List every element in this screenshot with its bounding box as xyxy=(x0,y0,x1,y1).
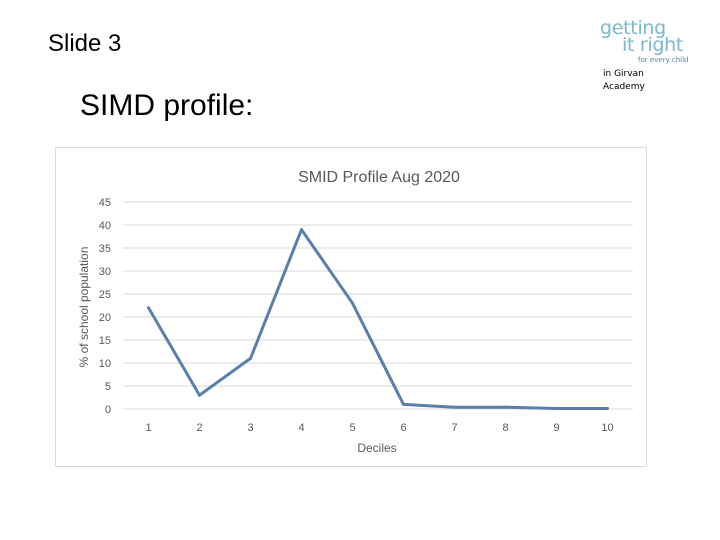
y-tick-label: 35 xyxy=(99,243,111,255)
y-tick-label: 20 xyxy=(99,312,111,324)
logo-text-line1: getting xyxy=(600,17,666,39)
y-tick-label: 45 xyxy=(99,197,111,209)
y-tick-label: 15 xyxy=(99,335,111,347)
data-point xyxy=(504,405,507,409)
slide-number-label: Slide 3 xyxy=(48,30,122,57)
data-point xyxy=(453,405,456,409)
y-tick-label: 30 xyxy=(99,266,111,278)
logo-text-line2: it right xyxy=(622,34,684,56)
logo-text-line3: for every child xyxy=(638,56,689,64)
chart-container: 0 5 10 15 20 25 30 35 40 45 1 2 3 4 5 6 7 8 9 10 SMID Prof… xyxy=(55,147,647,467)
x-axis-title: Deciles xyxy=(357,441,396,455)
slide-title: SIMD profile: xyxy=(80,89,254,122)
y-tick-label: 0 xyxy=(105,404,111,416)
x-tick-label: 5 xyxy=(349,422,355,434)
data-point xyxy=(402,402,405,406)
data-point xyxy=(555,407,558,411)
x-tick-label: 3 xyxy=(247,422,253,434)
y-tick-label: 25 xyxy=(99,289,111,301)
x-tick-label: 8 xyxy=(502,422,508,434)
x-tick-label: 1 xyxy=(145,422,151,434)
gridlines xyxy=(123,201,633,410)
data-point xyxy=(300,228,303,232)
x-tick-label: 4 xyxy=(298,422,304,434)
school-name-line2: Academy xyxy=(603,82,645,92)
x-tick-label: 2 xyxy=(196,422,202,434)
series-line xyxy=(147,228,609,410)
y-axis-title: % of school population xyxy=(77,247,91,368)
data-point xyxy=(351,301,354,305)
y-tick-label: 40 xyxy=(99,220,111,232)
series-line-group xyxy=(147,228,609,411)
x-tick-label: 6 xyxy=(400,422,406,434)
data-point xyxy=(606,407,609,411)
school-name-caption: in Girvan Academy xyxy=(603,68,683,94)
y-axis-ticks: 0 5 10 15 20 25 30 35 40 45 xyxy=(99,197,111,416)
chart-title: SMID Profile Aug 2020 xyxy=(298,169,460,186)
x-tick-label: 10 xyxy=(601,422,613,434)
x-axis-ticks: 1 2 3 4 5 6 7 8 9 10 xyxy=(145,422,613,434)
getting-it-right-logo: getting it right for every child xyxy=(598,18,688,66)
y-tick-label: 5 xyxy=(105,381,111,393)
y-tick-label: 10 xyxy=(99,358,111,370)
data-point xyxy=(198,393,201,397)
school-name-line1: in Girvan xyxy=(603,69,644,79)
data-point xyxy=(249,356,252,360)
x-tick-label: 9 xyxy=(553,422,559,434)
x-tick-label: 7 xyxy=(451,422,457,434)
data-point xyxy=(147,306,150,310)
